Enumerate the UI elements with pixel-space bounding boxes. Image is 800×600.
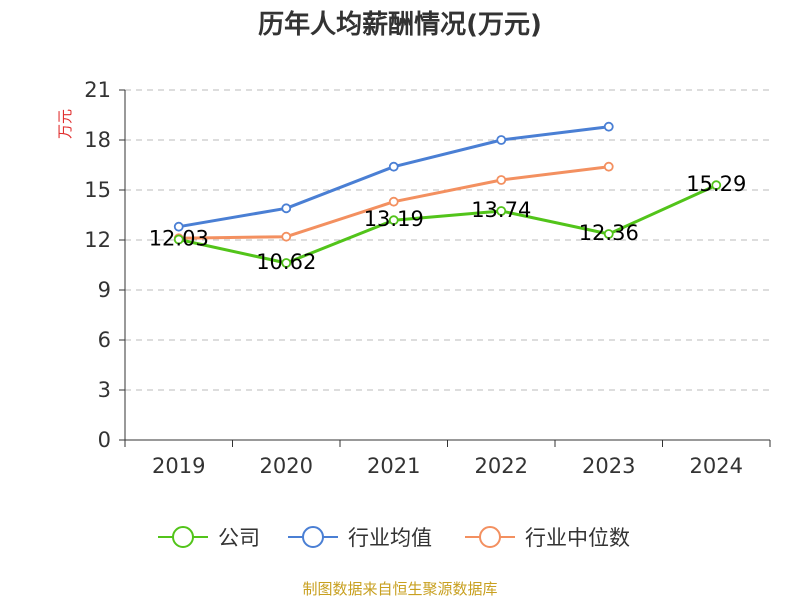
y-tick-label-18: 18 [84,128,111,152]
legend-label-1: 行业均值 [348,526,432,550]
x-tick-label-2023: 2023 [582,454,635,478]
point-s0-2022[interactable] [496,206,507,216]
gridlines [125,89,770,391]
y-tick-label-9: 9 [98,278,111,302]
point-s0-2023[interactable] [603,229,614,239]
legend-marker-1 [302,526,324,548]
series-line-0 [178,183,717,265]
point-s0-2019[interactable] [173,234,184,245]
data-label-2020: 10.62 [256,250,316,274]
y-tick-label-15: 15 [84,178,111,202]
y-tick-label-0: 0 [98,428,111,452]
point-s1-2023[interactable] [603,121,614,132]
legend-item-1[interactable]: 行业均值 [288,526,432,550]
point-s1-2019[interactable] [173,221,184,232]
point-s0-2020[interactable] [281,258,292,268]
point-s1-2020[interactable] [281,203,292,214]
point-s1-2021[interactable] [388,161,399,172]
source-note: 制图数据来自恒生聚源数据库 [302,580,497,598]
y-axis-label: 万元 [56,109,74,139]
data-label-2021: 13.19 [364,207,424,231]
data-label-2023: 12.36 [579,221,639,245]
point-s2-2021[interactable] [388,196,399,207]
x-tick-label-2020: 2020 [260,454,313,478]
point-s2-2022[interactable] [496,175,507,185]
data-label-2024: 15.29 [686,172,746,196]
x-tick-label-2021: 2021 [367,454,420,478]
y-tick-label-3: 3 [98,378,111,402]
x-tick-label-2022: 2022 [475,454,528,478]
point-s2-2020[interactable] [281,231,292,242]
x-tick-label-2024: 2024 [690,454,743,478]
legend[interactable]: 公司 行业均值 行业中位数 [158,526,630,550]
data-label-2019: 12.03 [149,227,209,251]
axes: 0 3 6 9 12 15 18 21 2019 2020 2021 2022 2023 2024 [84,78,771,478]
legend-marker-0 [172,526,194,548]
y-tick-label-12: 12 [84,228,111,252]
point-s1-2022[interactable] [496,135,507,145]
y-tick-label-21: 21 [84,78,111,102]
legend-label-2: 行业中位数 [525,526,630,550]
chart-title: 历年人均薪酬情况(万元) [258,9,542,40]
legend-label-0: 公司 [218,526,260,550]
point-s2-2023[interactable] [603,161,614,172]
point-s0-2024[interactable] [711,180,722,191]
y-tick-label-6: 6 [98,328,111,352]
legend-item-2[interactable]: 行业中位数 [465,526,630,550]
point-s0-2021[interactable] [388,215,399,226]
series-layer [173,121,722,268]
legend-marker-2 [479,526,501,548]
data-labels: 12.03 10.62 13.19 13.74 12.36 15.29 [149,172,747,274]
data-label-2022: 13.74 [471,198,531,222]
legend-item-0[interactable]: 公司 [158,526,260,550]
x-tick-label-2019: 2019 [152,454,205,478]
